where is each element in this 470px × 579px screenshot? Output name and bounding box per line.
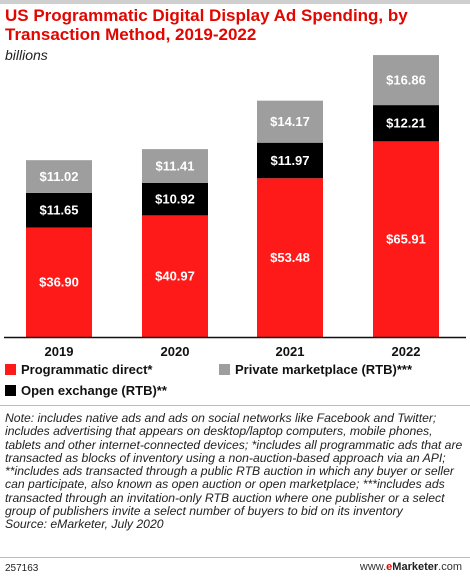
data-label-private-marketplace-rtb-2019: $11.02: [39, 169, 78, 184]
x-tick-label-2022: 2022: [392, 344, 421, 359]
data-label-open-exchange-rtb-2021: $11.97: [270, 153, 309, 168]
data-label-private-marketplace-rtb-2021: $14.17: [270, 114, 310, 129]
data-label-open-exchange-rtb-2020: $10.92: [155, 192, 195, 207]
divider-bottom: [0, 557, 470, 558]
bar-private-marketplace-rtb-2022: [373, 55, 439, 106]
stacked-bar-chart: $36.90 $11.65 $11.02 2019 $40.97 $10.92 $11.41…: [4, 55, 466, 359]
x-tick-label-2020: 2020: [161, 344, 190, 359]
bar-programmatic-direct-2022: [373, 141, 439, 337]
bar-programmatic-direct-2019: [26, 227, 92, 337]
site-suffix: .com: [438, 561, 462, 573]
brand-e: e: [386, 561, 393, 573]
brand-marketer: Marketer: [392, 561, 439, 573]
bar-private-marketplace-rtb-2021: [257, 100, 323, 143]
data-label-private-marketplace-rtb-2020: $11.41: [155, 159, 194, 174]
legend-label-programmatic-direct: Programmatic direct*: [21, 361, 153, 377]
legend-swatch-private-marketplace: [219, 363, 230, 375]
chart-subtitle: billions: [5, 47, 48, 63]
legend-swatch-open-exchange: [5, 384, 16, 396]
bar-private-marketplace-rtb-2019: [26, 160, 92, 193]
data-label-open-exchange-rtb-2022: $12.21: [386, 116, 426, 131]
chart-id: 257163: [5, 563, 39, 574]
chart-title: US Programmatic Digital Display Ad Spend…: [5, 6, 408, 44]
source-text: Source: eMarketer, July 2020: [5, 517, 164, 532]
divider-top: [0, 405, 470, 406]
bar-programmatic-direct-2020: [142, 215, 208, 337]
legend-item-private-marketplace: Private marketplace (RTB)***: [219, 361, 412, 377]
footnote: Note: includes native ads and ads on soc…: [5, 411, 465, 532]
legend-label-private-marketplace: Private marketplace (RTB)***: [235, 361, 413, 377]
site-prefix: www.: [359, 561, 387, 573]
footnote-text: Note: includes native ads and ads on soc…: [5, 411, 463, 519]
x-tick-label-2019: 2019: [45, 344, 74, 359]
legend-label-open-exchange: Open exchange (RTB)**: [21, 382, 167, 398]
legend-item-open-exchange: Open exchange (RTB)**: [5, 382, 167, 398]
site-link[interactable]: www.eMarketer.com: [360, 561, 462, 573]
x-tick-label-2021: 2021: [276, 344, 305, 359]
data-label-programmatic-direct-2019: $36.90: [39, 275, 79, 290]
legend-swatch-programmatic-direct: [5, 363, 16, 375]
bar-programmatic-direct-2021: [257, 178, 323, 337]
bar-open-exchange-rtb-2021: [257, 142, 323, 179]
bar-open-exchange-rtb-2022: [373, 105, 439, 142]
bar-open-exchange-rtb-2019: [26, 192, 92, 228]
data-label-programmatic-direct-2020: $40.97: [155, 269, 195, 284]
top-rule: [0, 0, 470, 4]
bar-open-exchange-rtb-2020: [142, 182, 208, 216]
data-label-private-marketplace-rtb-2022: $16.86: [386, 73, 426, 88]
bar-private-marketplace-rtb-2020: [142, 149, 208, 183]
data-label-programmatic-direct-2021: $53.48: [270, 250, 310, 265]
data-label-programmatic-direct-2022: $65.91: [386, 232, 426, 247]
data-label-open-exchange-rtb-2019: $11.65: [39, 203, 78, 218]
legend-item-programmatic-direct: Programmatic direct*: [5, 361, 153, 377]
